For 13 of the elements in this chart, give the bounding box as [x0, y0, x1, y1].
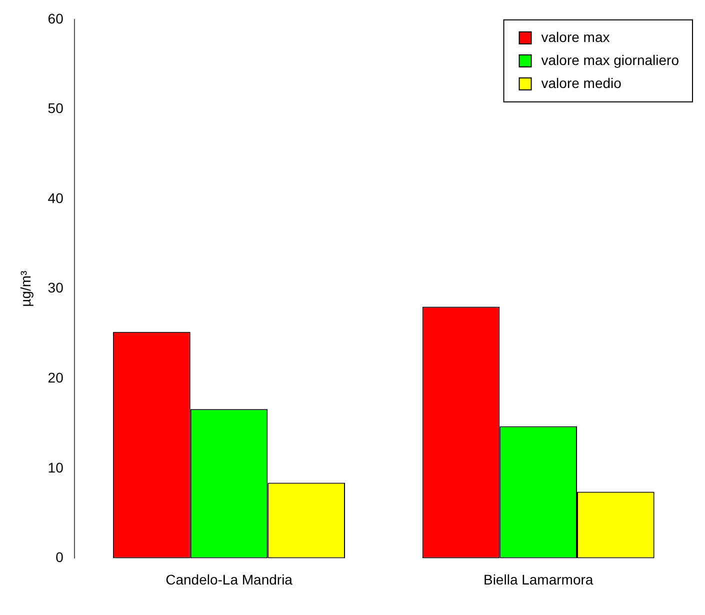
y-tick-label: 60 [48, 10, 64, 26]
y-tick-label: 30 [48, 280, 64, 296]
y-tick-label: 50 [48, 100, 64, 116]
legend-label: valore medio [541, 74, 622, 91]
y-axis-title: µg/m³ [17, 270, 34, 307]
legend-label: valore max [541, 28, 610, 45]
legend-label: valore max giornaliero [541, 52, 680, 68]
x-tick-label: Biella Lamarmora [483, 571, 594, 588]
y-tick-label: 10 [48, 459, 64, 476]
y-tick-label: 20 [48, 369, 64, 386]
y-tick-label: 40 [48, 190, 64, 206]
y-tick-label: 0 [56, 549, 64, 566]
x-tick-label: Candelo-La Mandria [166, 571, 293, 588]
